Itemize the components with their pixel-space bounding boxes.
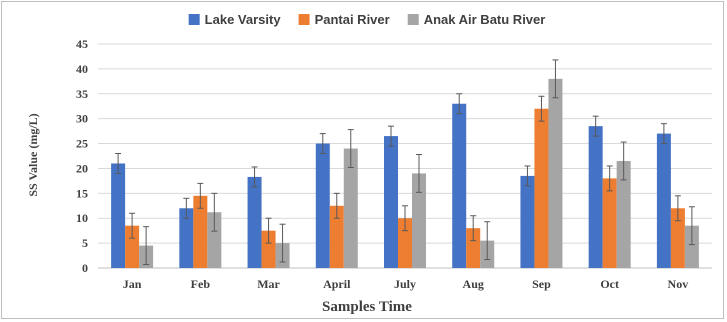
x-tick-label: Mar	[257, 277, 280, 291]
bar	[261, 230, 276, 268]
x-tick-label: Nov	[668, 277, 689, 291]
bar	[670, 208, 685, 268]
bar	[452, 103, 467, 268]
bar	[179, 208, 194, 268]
bar	[384, 136, 398, 268]
x-tick-labels: Jan Feb Mar April July Aug Sep Oct Nov	[123, 277, 688, 291]
legend: Lake Varsity Pantai River Anak Air Batu Ri…	[188, 12, 546, 27]
bar	[534, 108, 549, 268]
y-tick-label: 35	[76, 87, 88, 101]
bar	[412, 173, 426, 268]
y-tick-label: 30	[76, 112, 88, 126]
y-tick-label: 5	[82, 236, 88, 250]
bar	[684, 225, 699, 268]
bar	[207, 212, 222, 268]
bar	[315, 143, 330, 268]
legend-label: Pantai River	[315, 12, 390, 27]
bar	[616, 160, 631, 268]
x-tick-label: Oct	[600, 277, 619, 291]
legend-swatch	[298, 14, 310, 25]
legend-label: Lake Varsity	[205, 12, 282, 27]
x-tick-label: Sep	[532, 277, 551, 291]
y-tick-label: 40	[76, 62, 88, 76]
y-tick-label: 10	[76, 211, 88, 225]
y-tick-label: 15	[76, 186, 88, 200]
y-tick-label: 25	[76, 137, 88, 151]
y-axis-title: SS Value (mg/L)	[26, 113, 40, 196]
x-tick-label: July	[394, 277, 416, 291]
bar	[656, 133, 671, 268]
y-tick-labels: 0 5 10 15 20 25 30 35 40 45	[76, 37, 88, 275]
bar	[193, 195, 208, 268]
y-tick-label: 0	[82, 261, 88, 275]
legend-swatch	[407, 14, 419, 25]
legend-label: Anak Air Batu River	[424, 12, 546, 27]
bar	[247, 176, 262, 268]
bar	[466, 228, 481, 268]
error-bars	[115, 59, 695, 266]
bar	[343, 148, 358, 268]
bar	[398, 218, 412, 268]
bar	[125, 225, 140, 268]
bar	[602, 178, 617, 268]
x-tick-label: Aug	[463, 277, 484, 291]
legend-swatch	[188, 14, 200, 25]
x-tick-label: Jan	[123, 277, 142, 291]
y-tick-label: 45	[76, 37, 88, 51]
bar	[520, 175, 535, 268]
bar	[111, 163, 126, 268]
y-tick-label: 20	[76, 161, 88, 175]
x-axis-title: Samples Time	[322, 299, 412, 315]
bar	[588, 126, 603, 268]
bars	[111, 78, 699, 268]
bar	[548, 78, 563, 268]
x-tick-label: Feb	[191, 277, 211, 291]
x-tick-label: April	[323, 277, 351, 291]
bar	[329, 205, 344, 268]
